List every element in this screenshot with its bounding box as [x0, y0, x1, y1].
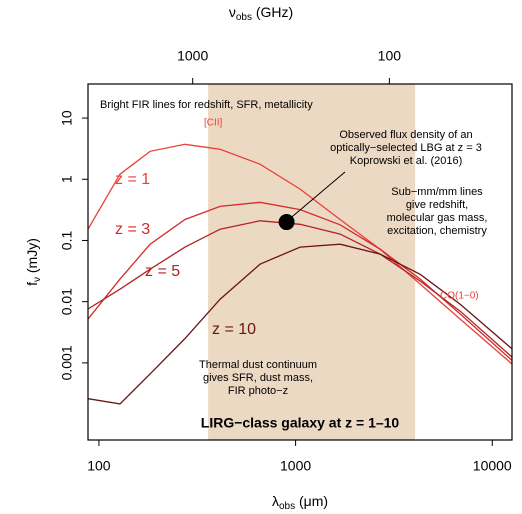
annotation: [CII] — [204, 118, 223, 129]
annotation: Bright FIR lines for redshift, SFR, meta… — [100, 99, 313, 111]
series-label: z = 10 — [212, 321, 256, 338]
x-tick-label: 100 — [87, 458, 111, 474]
sed-curve — [88, 143, 512, 365]
axis-label-symbol: λ — [272, 493, 279, 509]
annotation: Koprowski et al. (2016) — [350, 155, 463, 167]
annotation: Observed flux density of an — [339, 129, 472, 141]
axis-label-unit: (GHz) — [252, 4, 293, 20]
chart-title: LIRG−class galaxy at z = 1–10 — [201, 415, 400, 431]
axis-label-unit: (mJy) — [24, 238, 40, 277]
annotation: gives SFR, dust mass, — [203, 372, 313, 384]
x2-tick-label: 1000 — [177, 48, 208, 64]
annotation: CO(1−0) — [440, 291, 479, 302]
annotation: molecular gas mass, — [387, 212, 488, 224]
x2-tick-label: 100 — [378, 48, 402, 64]
annotation: Thermal dust continuum — [199, 359, 317, 371]
x-tick-label: 10000 — [473, 458, 512, 474]
axis-label-sub: obs — [236, 12, 252, 23]
series-label: z = 5 — [145, 263, 180, 280]
annotation: optically−selected LBG at z = 3 — [330, 142, 482, 154]
lbg-point — [278, 214, 295, 231]
y-tick-label: 0.1 — [59, 231, 75, 251]
y-tick-label: 10 — [59, 110, 75, 126]
series-label: z = 3 — [115, 221, 150, 238]
arrow-line — [290, 171, 346, 219]
axis-label-symbol: f — [24, 282, 40, 286]
y-tick-label: 0.001 — [59, 345, 75, 380]
axis-label-sub: ν — [32, 277, 43, 282]
axis-label: νobs (GHz) — [229, 4, 293, 23]
x-tick-label: 1000 — [280, 458, 311, 474]
series-label: z = 1 — [115, 171, 150, 188]
y-tick-label: 1 — [59, 175, 75, 183]
y-tick-label: 0.01 — [59, 288, 75, 315]
axis-label-symbol: ν — [229, 4, 236, 20]
axis-label-unit: (μm) — [295, 493, 328, 509]
sed-curve — [88, 243, 512, 405]
annotation: give redshift, — [406, 199, 468, 211]
shaded-range — [208, 84, 416, 440]
annotation: FIR photo−z — [228, 385, 288, 397]
annotation: excitation, chemistry — [387, 225, 487, 237]
axis-label: λobs (μm) — [272, 493, 328, 512]
axis-label: fν (mJy) — [24, 238, 43, 286]
sed-curve — [88, 201, 512, 361]
annotation: Sub−mm/mm lines — [391, 186, 483, 198]
axis-label-sub: obs — [279, 501, 295, 512]
plot-frame — [87, 83, 513, 441]
